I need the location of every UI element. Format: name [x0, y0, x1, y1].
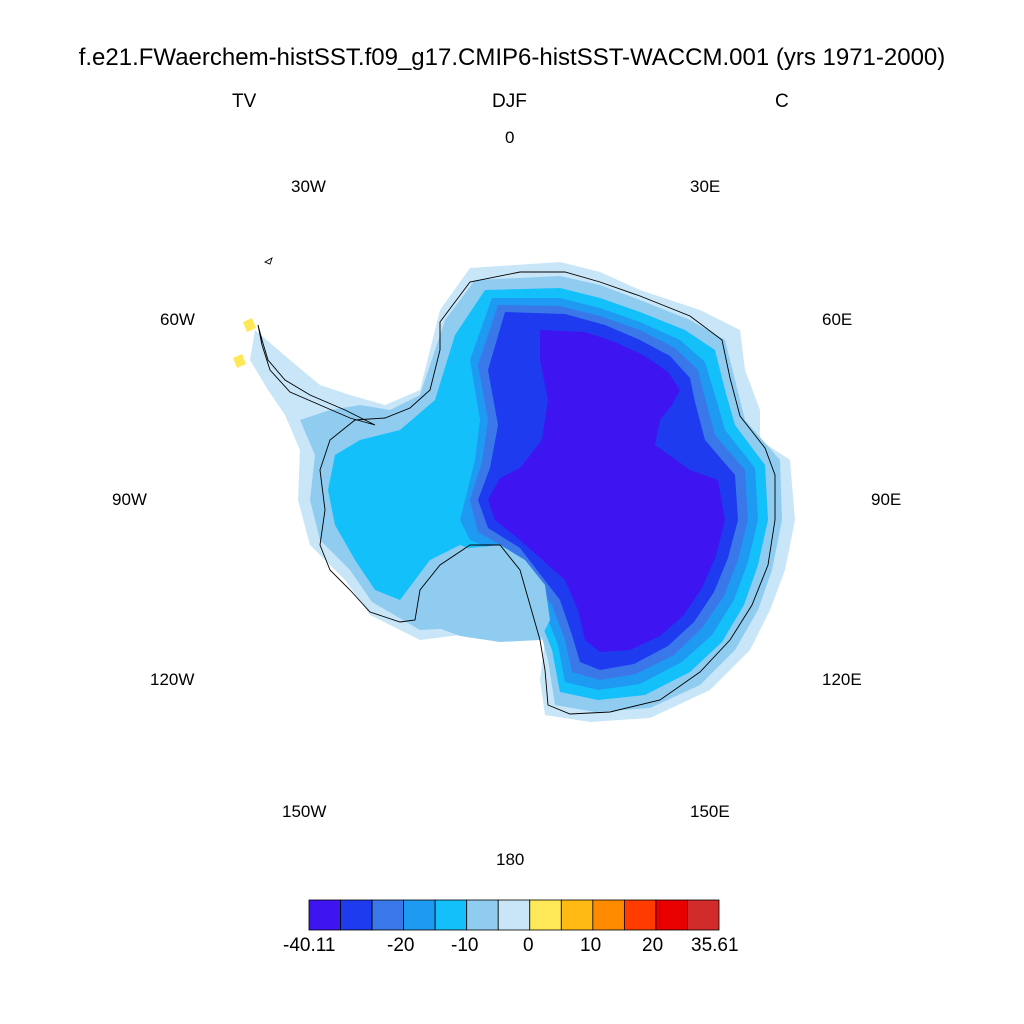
colorbar-box [497, 899, 531, 931]
lon-label-180: 180 [496, 850, 525, 869]
colorbar-box [371, 899, 405, 931]
contour-band-0-to-5-patch-b [233, 354, 246, 368]
lon-label-60w: 60W [160, 310, 195, 329]
colorbar-tick-label: -10 [451, 935, 479, 956]
colorbar-box [592, 899, 625, 931]
colorbar-tick-label: -40.11 [283, 935, 336, 956]
lon-label-150w: 150W [282, 802, 327, 821]
colorbar-box [655, 899, 688, 931]
colorbar-box [466, 899, 499, 931]
colorbar [308, 899, 720, 931]
coastline-east-antarctica [319, 271, 776, 715]
lon-label-90w: 90W [112, 490, 147, 509]
lon-label-30e: 30E [690, 177, 721, 196]
lon-label-120e: 120E [822, 670, 862, 689]
colorbar-box [308, 899, 341, 931]
lon-label-60e: 60E [822, 310, 853, 329]
colorbar-tick-label: 35.61 [691, 935, 739, 956]
contour-band-below-neg35 [488, 330, 725, 652]
lon-label-150e: 150E [690, 802, 730, 821]
plot-title: f.e21.FWaerchem-histSST.f09_g17.CMIP6-hi… [78, 44, 946, 71]
colorbar-tick-label: 0 [523, 935, 534, 956]
temperature-field [233, 262, 795, 722]
colorbar-box [529, 899, 562, 931]
right-subtitle: C [775, 91, 789, 112]
center-subtitle: DJF [492, 91, 527, 112]
colorbar-tick-label: 20 [642, 935, 664, 956]
lon-label-120w: 120W [150, 670, 195, 689]
coastline-island [263, 257, 273, 265]
ross-ice-shelf-band [420, 545, 550, 642]
lon-label-90e: 90E [871, 490, 902, 509]
colorbar-box [434, 899, 468, 931]
coastline-peninsula [257, 324, 376, 426]
colorbar-tick-label: -20 [387, 935, 415, 956]
colorbar-box [687, 899, 720, 931]
colorbar-box [340, 899, 373, 931]
lon-label-30w: 30W [291, 177, 326, 196]
lon-label-0: 0 [505, 128, 515, 147]
contour-band-0-to-5-patch-a [243, 318, 256, 332]
colorbar-box [623, 899, 657, 931]
left-subtitle: TV [232, 91, 257, 112]
colorbar-box [560, 899, 594, 931]
colorbar-tick-label: 10 [580, 935, 602, 956]
colorbar-box [403, 899, 436, 931]
coastline [257, 257, 776, 715]
